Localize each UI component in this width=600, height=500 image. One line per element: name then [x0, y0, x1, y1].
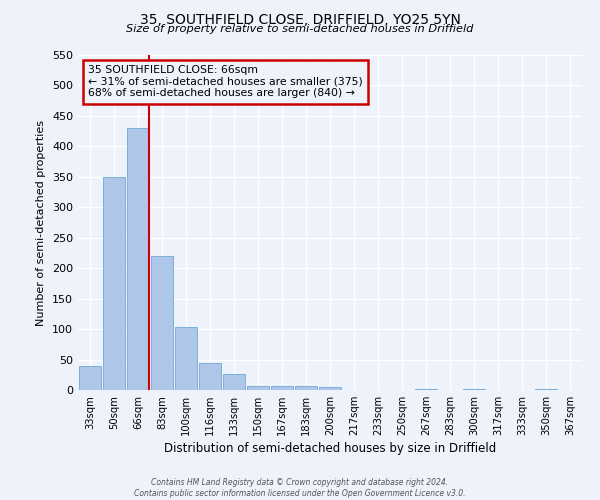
Bar: [463, 389, 485, 390]
Bar: [199, 363, 221, 390]
Bar: [295, 386, 317, 390]
Bar: [175, 328, 197, 390]
Bar: [319, 387, 341, 390]
Bar: [247, 386, 269, 390]
Bar: [103, 177, 125, 390]
Text: 35, SOUTHFIELD CLOSE, DRIFFIELD, YO25 5YN: 35, SOUTHFIELD CLOSE, DRIFFIELD, YO25 5Y…: [140, 12, 460, 26]
Bar: [79, 366, 101, 390]
Bar: [127, 128, 149, 390]
Bar: [415, 389, 437, 390]
Text: Contains HM Land Registry data © Crown copyright and database right 2024.
Contai: Contains HM Land Registry data © Crown c…: [134, 478, 466, 498]
Bar: [271, 386, 293, 390]
X-axis label: Distribution of semi-detached houses by size in Driffield: Distribution of semi-detached houses by …: [164, 442, 496, 455]
Bar: [151, 256, 173, 390]
Text: Size of property relative to semi-detached houses in Driffield: Size of property relative to semi-detach…: [127, 24, 473, 34]
Bar: [535, 389, 557, 390]
Text: 35 SOUTHFIELD CLOSE: 66sqm
← 31% of semi-detached houses are smaller (375)
68% o: 35 SOUTHFIELD CLOSE: 66sqm ← 31% of semi…: [88, 65, 363, 98]
Bar: [223, 374, 245, 390]
Y-axis label: Number of semi-detached properties: Number of semi-detached properties: [37, 120, 46, 326]
